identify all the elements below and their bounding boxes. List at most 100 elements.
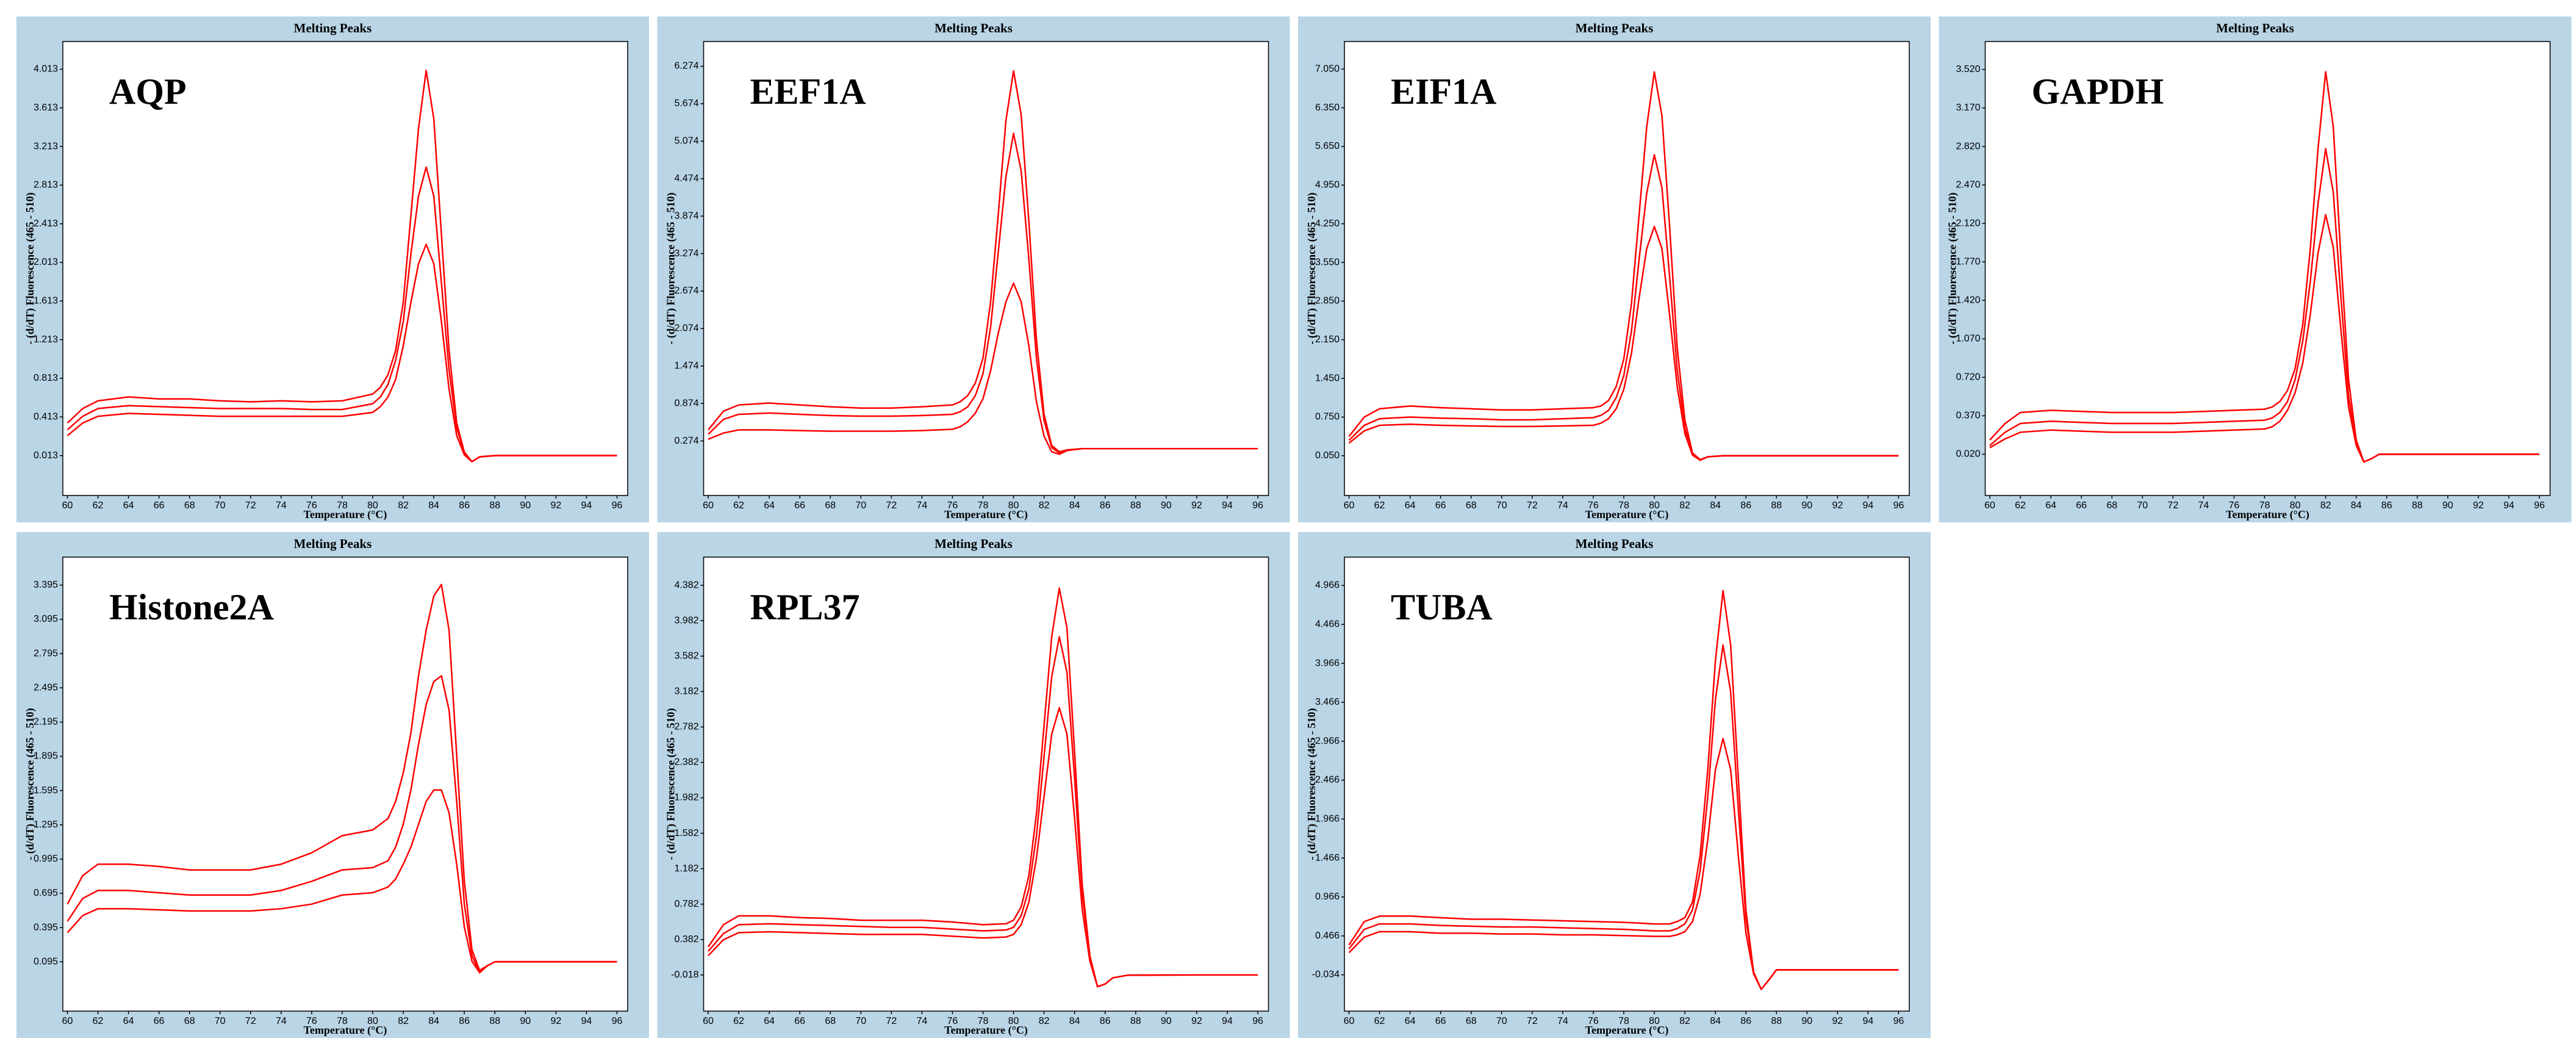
x-tick-label: 76 [1588,1016,1599,1026]
x-tick-label: 80 [2290,500,2301,511]
y-tick-label: 7.050 [1315,63,1340,74]
x-tick-label: 96 [1893,500,1904,511]
melt-curve [708,707,1258,988]
x-tick-label: 70 [215,500,226,511]
x-tick-label: 64 [2045,500,2056,511]
x-tick-label: 92 [550,500,561,511]
x-tick-label: 68 [825,1016,836,1026]
x-tick-label: 84 [1710,500,1721,511]
plot-area [62,41,628,496]
y-tick-label: 0.382 [674,934,698,945]
x-tick-label: 66 [1435,500,1446,511]
melt-curve [708,70,1258,453]
y-tick-label: 3.582 [674,650,698,661]
y-tick-label: 0.782 [674,899,698,909]
x-tick-label: 62 [93,500,104,511]
x-tick-label: 94 [1863,500,1874,511]
x-tick-label: 86 [1740,1016,1751,1026]
y-tick-label: 4.966 [1315,580,1340,591]
y-tick-label: 2.470 [1956,179,1980,190]
x-axis-label: Temperature (°C) [944,1024,1028,1037]
y-tick-label: 2.466 [1315,775,1340,785]
x-tick-label: 82 [1039,1016,1050,1026]
x-tick-label: 84 [1069,1016,1080,1026]
x-tick-label: 70 [1496,500,1507,511]
y-tick-label: 1.466 [1315,852,1340,863]
x-tick-label: 90 [1801,500,1812,511]
y-tick-label: 0.413 [34,412,58,422]
y-tick-label: 0.720 [1956,372,1980,383]
x-tick-label: 92 [1191,1016,1202,1026]
plot-area [62,557,628,1012]
x-tick-label: 92 [1832,500,1843,511]
y-tick-label: 2.674 [674,286,698,296]
x-tick-label: 88 [1130,1016,1141,1026]
y-axis-label: - (d/dT) Fluorescence (465 - 510) [665,192,678,344]
x-tick-label: 84 [428,1016,439,1026]
gene-label: Histone2A [109,587,274,627]
x-tick-label: 78 [1618,1016,1629,1026]
x-tick-label: 96 [1252,1016,1263,1026]
x-tick-label: 94 [1222,1016,1233,1026]
x-tick-label: 96 [1893,1016,1904,1026]
y-tick-label: 0.370 [1956,411,1980,421]
melt-curve [1989,214,2539,463]
x-tick-label: 68 [1466,500,1477,511]
x-tick-label: 70 [2137,500,2148,511]
x-tick-label: 60 [62,1016,73,1026]
x-axis-label: Temperature (°C) [304,508,387,521]
x-tick-label: 82 [1679,1016,1690,1026]
x-tick-label: 90 [1801,1016,1812,1026]
x-tick-label: 96 [1252,500,1263,511]
y-tick-label: 1.450 [1315,373,1340,383]
y-tick-label: 4.466 [1315,619,1340,629]
y-tick-label: 3.613 [34,103,58,113]
x-tick-label: 78 [978,1016,989,1026]
x-tick-label: 62 [2015,500,2026,511]
y-tick-label: 1.182 [674,863,698,874]
y-tick-label: 1.582 [674,828,698,838]
y-tick-label: 5.074 [674,136,698,146]
x-tick-label: 60 [62,500,73,511]
chart-title: Melting Peaks [1576,21,1654,35]
gene-label: GAPDH [2032,71,2164,112]
y-tick-label: 3.395 [34,580,58,590]
x-tick-label: 66 [794,500,805,511]
x-tick-label: 76 [947,1016,958,1026]
x-tick-label: 64 [764,1016,775,1026]
y-tick-label: 2.074 [674,323,698,334]
x-tick-label: 64 [764,500,775,511]
chart-panel: Melting Peaks 0.274 0.874 1.474 2.074 2.674 3.… [657,16,1290,522]
x-tick-label: 82 [1039,500,1050,511]
x-axis-label: Temperature (°C) [304,1024,387,1037]
x-tick-label: 72 [245,500,256,511]
y-tick-label: 1.295 [34,820,58,830]
y-axis-label: - (d/dT) Fluorescence (465 - 510) [665,708,678,860]
y-tick-label: 3.274 [674,248,698,259]
x-tick-label: 82 [398,1016,409,1026]
x-tick-label: 88 [1771,1016,1782,1026]
x-tick-label: 84 [1710,1016,1721,1026]
x-tick-label: 68 [184,500,195,511]
x-tick-label: 92 [550,1016,561,1026]
y-tick-label: 1.474 [674,361,698,371]
y-tick-label: 2.150 [1315,334,1340,345]
x-tick-label: 66 [154,1016,165,1026]
x-tick-label: 78 [978,500,989,511]
y-tick-label: 0.395 [34,922,58,932]
x-tick-label: 94 [581,500,592,511]
y-tick-label: 3.213 [34,141,58,151]
x-tick-label: 60 [1344,1016,1355,1026]
x-tick-label: 62 [93,1016,104,1026]
y-tick-label: 1.966 [1315,814,1340,824]
x-tick-label: 80 [367,500,378,511]
melt-curve [1348,225,1899,461]
x-tick-label: 74 [2198,500,2209,511]
x-tick-label: 64 [123,500,134,511]
y-tick-label: 0.695 [34,888,58,898]
x-tick-label: 72 [886,1016,897,1026]
x-tick-label: 90 [1161,500,1172,511]
y-tick-label: 2.966 [1315,736,1340,746]
y-tick-label: 2.850 [1315,296,1340,306]
y-tick-label: 0.750 [1315,412,1340,422]
